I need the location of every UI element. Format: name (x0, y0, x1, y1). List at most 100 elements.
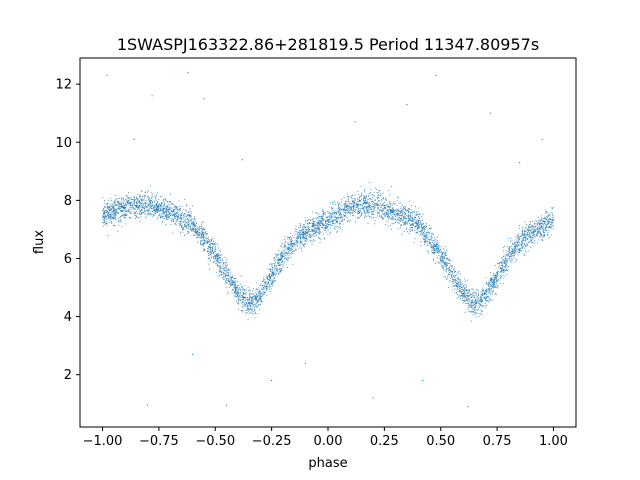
data-point (537, 226, 539, 228)
data-point (435, 243, 437, 245)
data-point (379, 214, 381, 216)
data-point (409, 223, 411, 225)
data-point (249, 309, 251, 311)
data-point (162, 221, 164, 223)
data-point (449, 259, 451, 262)
data-point (434, 236, 436, 238)
data-point (360, 185, 362, 187)
data-point (438, 245, 440, 247)
data-point (157, 201, 159, 203)
data-point (354, 202, 356, 204)
data-point (382, 192, 384, 195)
data-point (261, 295, 263, 297)
data-point (322, 219, 324, 221)
data-point (415, 221, 417, 223)
data-point (193, 231, 195, 233)
data-point (140, 203, 142, 205)
data-point (454, 280, 456, 282)
data-point (213, 241, 215, 243)
data-point (400, 208, 402, 210)
data-point (352, 204, 354, 206)
data-point (206, 234, 208, 236)
data-point (544, 221, 546, 223)
data-point (299, 232, 301, 234)
data-point (525, 226, 527, 228)
data-point (372, 196, 374, 199)
data-point (174, 214, 176, 216)
data-point (147, 204, 149, 206)
data-point (504, 256, 507, 258)
data-point (434, 248, 436, 250)
data-point (356, 212, 358, 214)
data-point (410, 209, 412, 211)
data-point (181, 217, 183, 219)
data-point (399, 219, 401, 221)
data-point (156, 218, 158, 220)
data-point (115, 212, 117, 214)
data-point (146, 211, 149, 213)
data-point (454, 281, 456, 283)
data-point (427, 239, 429, 241)
data-point (302, 245, 304, 247)
data-point (274, 264, 276, 266)
data-point (360, 198, 363, 201)
data-point (428, 239, 430, 241)
data-point (521, 233, 523, 235)
data-point (347, 206, 349, 208)
data-point (492, 276, 494, 278)
data-point (478, 298, 480, 300)
data-point (445, 258, 447, 260)
data-point (217, 254, 220, 256)
data-point (150, 191, 152, 193)
data-point (539, 228, 541, 231)
data-point (304, 217, 306, 219)
data-point (341, 198, 343, 200)
data-point (270, 275, 272, 277)
data-point (285, 249, 287, 251)
data-point (521, 242, 523, 244)
data-point (545, 227, 548, 229)
data-point (415, 220, 417, 222)
data-point (481, 293, 483, 295)
data-point (318, 221, 320, 223)
data-point (256, 302, 258, 304)
data-point (374, 187, 376, 189)
data-point (294, 243, 296, 245)
data-point (150, 206, 152, 208)
data-point (406, 209, 408, 211)
data-point (192, 234, 194, 236)
data-point (349, 203, 351, 205)
data-point (184, 218, 186, 220)
data-point (482, 287, 484, 289)
data-point (457, 290, 459, 292)
data-point (404, 215, 406, 218)
data-point (504, 260, 506, 262)
data-point (536, 235, 538, 237)
data-point (214, 251, 216, 253)
data-point (169, 209, 171, 211)
data-point (303, 243, 305, 245)
data-point (367, 214, 369, 216)
data-point (112, 224, 114, 226)
data-point (504, 269, 506, 271)
data-point (477, 290, 479, 292)
data-point (518, 249, 520, 251)
data-point (373, 204, 375, 206)
data-point (354, 209, 356, 211)
data-point (138, 206, 140, 208)
data-point (148, 208, 150, 210)
data-point (389, 210, 391, 212)
data-point (331, 201, 334, 203)
data-point (357, 190, 359, 193)
data-point (481, 299, 483, 301)
data-point (338, 207, 340, 209)
data-point (550, 227, 552, 229)
data-point (183, 215, 185, 217)
data-point (388, 190, 390, 192)
data-point (437, 244, 440, 246)
data-point (516, 259, 518, 261)
data-point (489, 298, 491, 300)
data-point (205, 238, 207, 240)
data-point (541, 238, 543, 240)
data-point (411, 228, 413, 230)
